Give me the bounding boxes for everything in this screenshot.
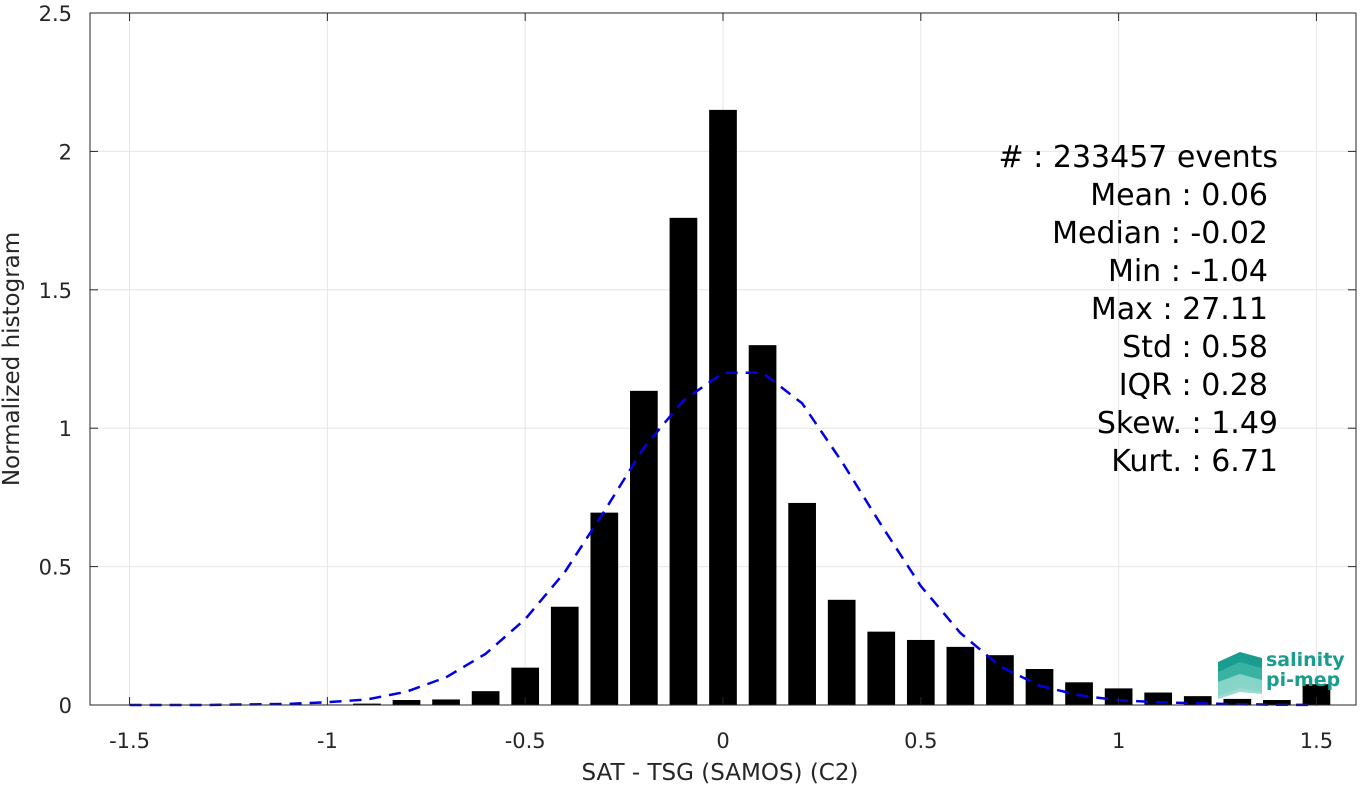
histogram-bar [432, 699, 460, 705]
x-tick-label: 1.5 [1300, 729, 1333, 753]
logo-text-pimep: pi-mep [1266, 669, 1340, 691]
x-tick-label: -1 [317, 729, 338, 753]
x-tick-label: 1 [1112, 729, 1125, 753]
histogram-bar [392, 700, 421, 705]
x-axis-title: SAT - TSG (SAMOS) (C2) [582, 760, 859, 785]
histogram-bar [906, 639, 935, 705]
y-axis-title: Normalized histogram [0, 232, 25, 486]
logo-text-salinity: salinity [1266, 649, 1345, 671]
histogram-bar [709, 109, 737, 705]
histogram-bar [1223, 698, 1252, 705]
histogram-bar [788, 502, 816, 705]
stat-line: Mean : 0.06 [1090, 178, 1268, 213]
x-tick-label: 0.5 [904, 729, 937, 753]
histogram-bar [1263, 700, 1291, 705]
stat-line: Kurt. : 6.71 [1111, 444, 1278, 479]
histogram-bar [827, 599, 856, 705]
stat-line: Std : 0.58 [1122, 330, 1268, 365]
histogram-bar [353, 703, 381, 705]
stat-line: Max : 27.11 [1091, 292, 1268, 327]
x-tick-label: -0.5 [505, 729, 546, 753]
stat-line: Median : -0.02 [1052, 216, 1268, 251]
histogram-bar [1302, 684, 1331, 705]
histogram-bars [313, 109, 1331, 705]
histogram-bar [1065, 682, 1093, 705]
histogram-bar [1183, 696, 1212, 705]
histogram-bar [590, 512, 619, 705]
y-tick-label: 0.5 [39, 556, 72, 580]
y-tick-label: 1 [59, 417, 72, 441]
histogram-bar [946, 646, 975, 705]
y-tick-label: 2.5 [39, 2, 72, 26]
stat-line: Skew. : 1.49 [1097, 406, 1278, 441]
logo-wave-icon-light [1218, 674, 1262, 699]
histogram-bar [669, 217, 698, 705]
salinity-pimep-logo: salinity pi-mep [1218, 649, 1345, 699]
histogram-bar [471, 691, 500, 705]
histogram-bar [630, 390, 658, 705]
y-tick-label: 0 [59, 694, 72, 718]
histogram-bar [550, 606, 579, 705]
x-tick-label: 0 [716, 729, 729, 753]
stat-line: Min : -1.04 [1108, 254, 1268, 289]
stat-line: # : 233457 events [999, 140, 1278, 175]
histogram-bar [867, 631, 896, 705]
stat-line: IQR : 0.28 [1119, 368, 1268, 403]
y-tick-label: 2 [59, 140, 72, 164]
x-axis: -1.5 -1 -0.5 0 0.5 1 1.5 [109, 13, 1333, 753]
x-tick-label: -1.5 [109, 729, 150, 753]
histogram-bar [748, 345, 777, 705]
y-axis: 0 0.5 1 1.5 2 2.5 [39, 2, 1356, 718]
histogram-bar [986, 655, 1014, 705]
y-tick-label: 1.5 [39, 279, 72, 303]
